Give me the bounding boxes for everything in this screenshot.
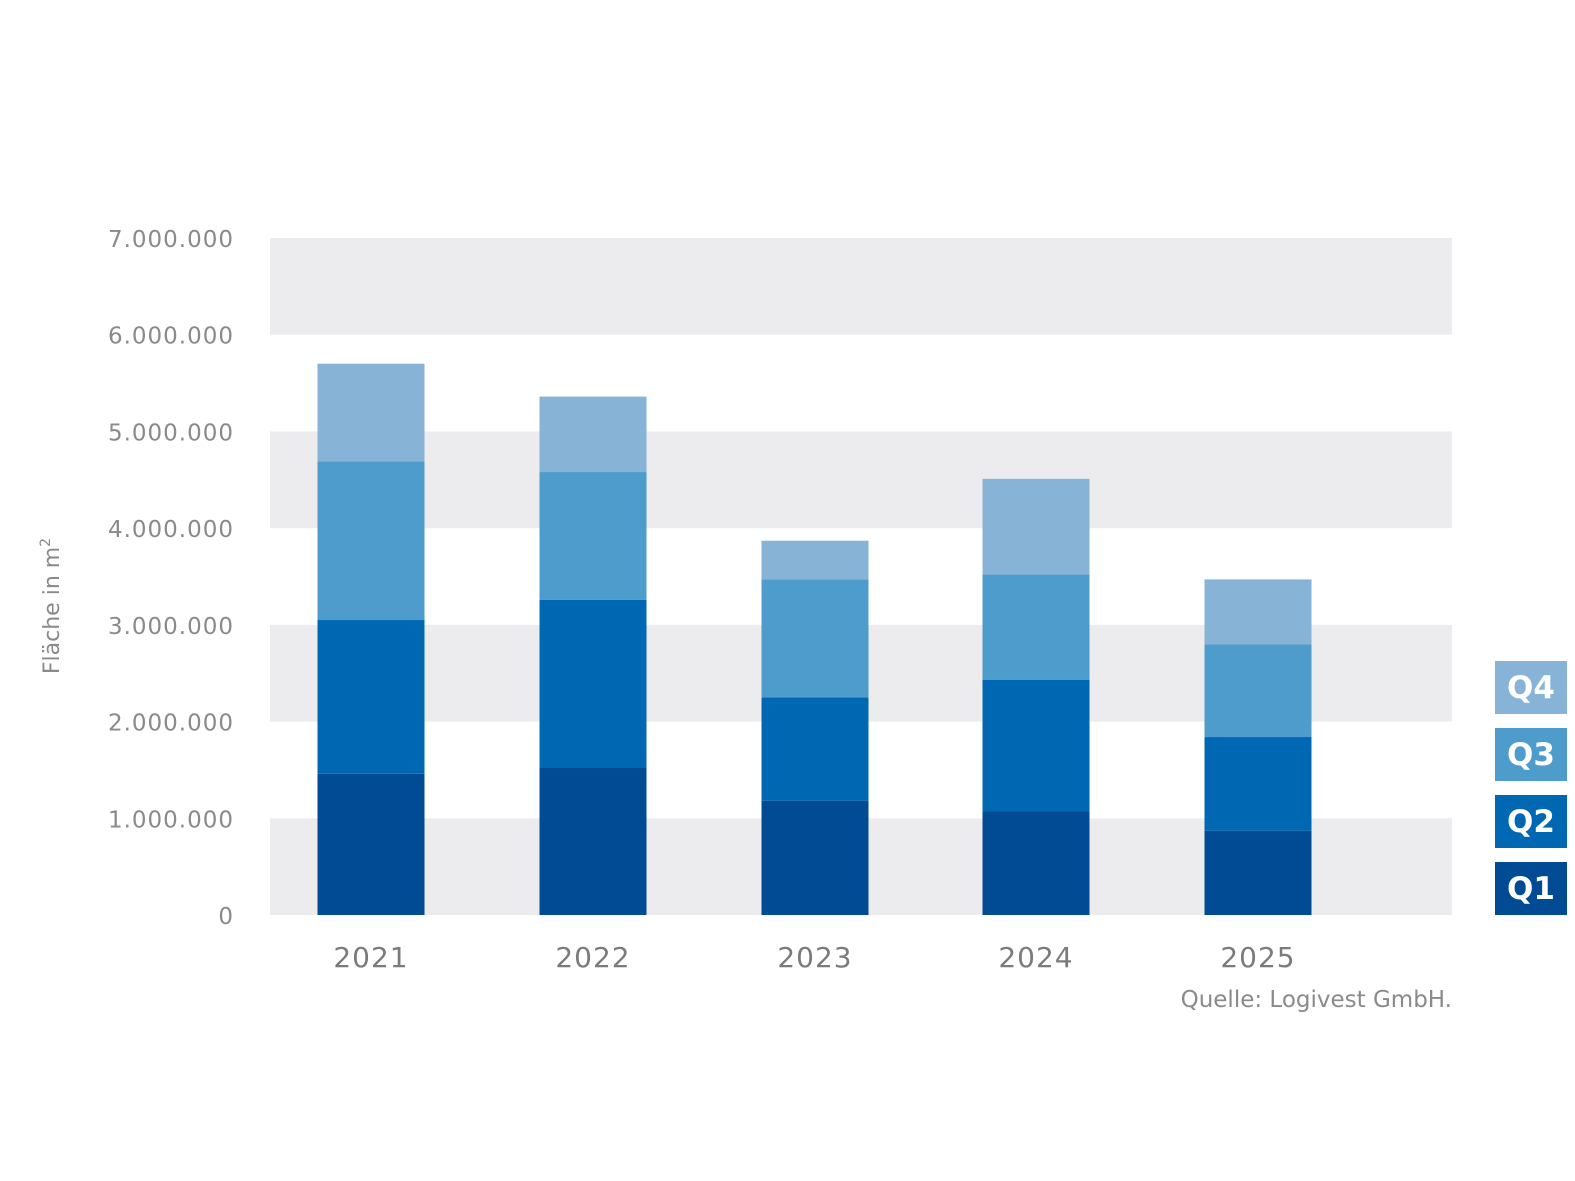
bar-2025-q4 xyxy=(1204,579,1312,645)
x-tick-label: 2021 xyxy=(333,941,408,974)
bar-2021-q1 xyxy=(317,773,425,915)
y-tick-label: 0 xyxy=(218,904,234,930)
source-note: Quelle: Logivest GmbH. xyxy=(1181,987,1452,1013)
y-axis-ticks: 0 1.000.000 2.000.000 3.000.000 4.000.000 5.0… xyxy=(108,227,234,930)
legend-item-q3: Q3 xyxy=(1495,728,1567,781)
bar-2022-q1 xyxy=(539,767,647,915)
bar-2021-q2 xyxy=(317,620,425,774)
bar-2022-q2 xyxy=(539,599,647,768)
bar-2022-q4 xyxy=(539,396,647,473)
x-tick-label: 2024 xyxy=(998,941,1073,974)
y-axis-label: Fläche in m2 xyxy=(38,538,65,674)
y-tick-label: 3.000.000 xyxy=(108,614,234,640)
y-tick-label: 1.000.000 xyxy=(108,807,234,833)
x-tick-label: 2022 xyxy=(555,941,630,974)
legend-item-q1: Q1 xyxy=(1495,862,1567,915)
bar-2023-q1 xyxy=(761,800,869,915)
bar-2024-q3 xyxy=(982,574,1090,680)
bar-2022-q3 xyxy=(539,472,647,600)
bar-2023-q4 xyxy=(761,540,869,580)
bars xyxy=(317,363,1312,915)
legend-item-q2: Q2 xyxy=(1495,795,1567,848)
grid-band xyxy=(270,238,1452,335)
bar-2025-q3 xyxy=(1204,644,1312,738)
y-tick-label: 2.000.000 xyxy=(108,711,234,737)
legend-item-q4: Q4 xyxy=(1495,661,1567,714)
bar-2023-q3 xyxy=(761,579,869,698)
x-tick-label: 2023 xyxy=(777,941,852,974)
y-tick-label: 6.000.000 xyxy=(108,324,234,350)
x-tick-label: 2025 xyxy=(1220,941,1295,974)
y-tick-label: 5.000.000 xyxy=(108,420,234,446)
bar-2024-q1 xyxy=(982,811,1090,915)
bar-2025-q2 xyxy=(1204,737,1312,831)
bar-2025-q1 xyxy=(1204,830,1312,915)
y-tick-label: 4.000.000 xyxy=(108,517,234,543)
bar-2024-q2 xyxy=(982,679,1090,812)
bar-2021-q3 xyxy=(317,461,425,621)
grid-band xyxy=(270,431,1452,529)
bar-2021-q4 xyxy=(317,363,425,462)
x-axis-ticks: 2021 2022 2023 2024 2025 xyxy=(333,941,1295,974)
y-tick-label: 7.000.000 xyxy=(108,227,234,253)
bar-2024-q4 xyxy=(982,478,1090,575)
bar-2023-q2 xyxy=(761,697,869,801)
